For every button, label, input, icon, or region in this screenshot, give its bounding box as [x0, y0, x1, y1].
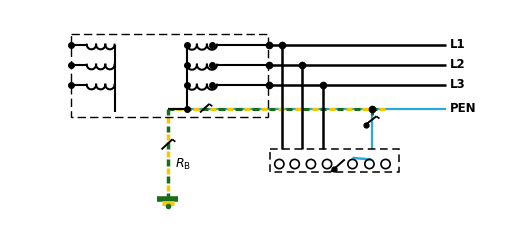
Text: $R_{\mathrm{B}}$: $R_{\mathrm{B}}$ — [175, 156, 191, 172]
Bar — [72, 34, 268, 117]
Text: L3: L3 — [450, 78, 466, 91]
Text: PEN: PEN — [450, 102, 477, 115]
Text: L2: L2 — [450, 58, 466, 71]
Text: L1: L1 — [450, 38, 466, 51]
Bar — [270, 149, 399, 172]
